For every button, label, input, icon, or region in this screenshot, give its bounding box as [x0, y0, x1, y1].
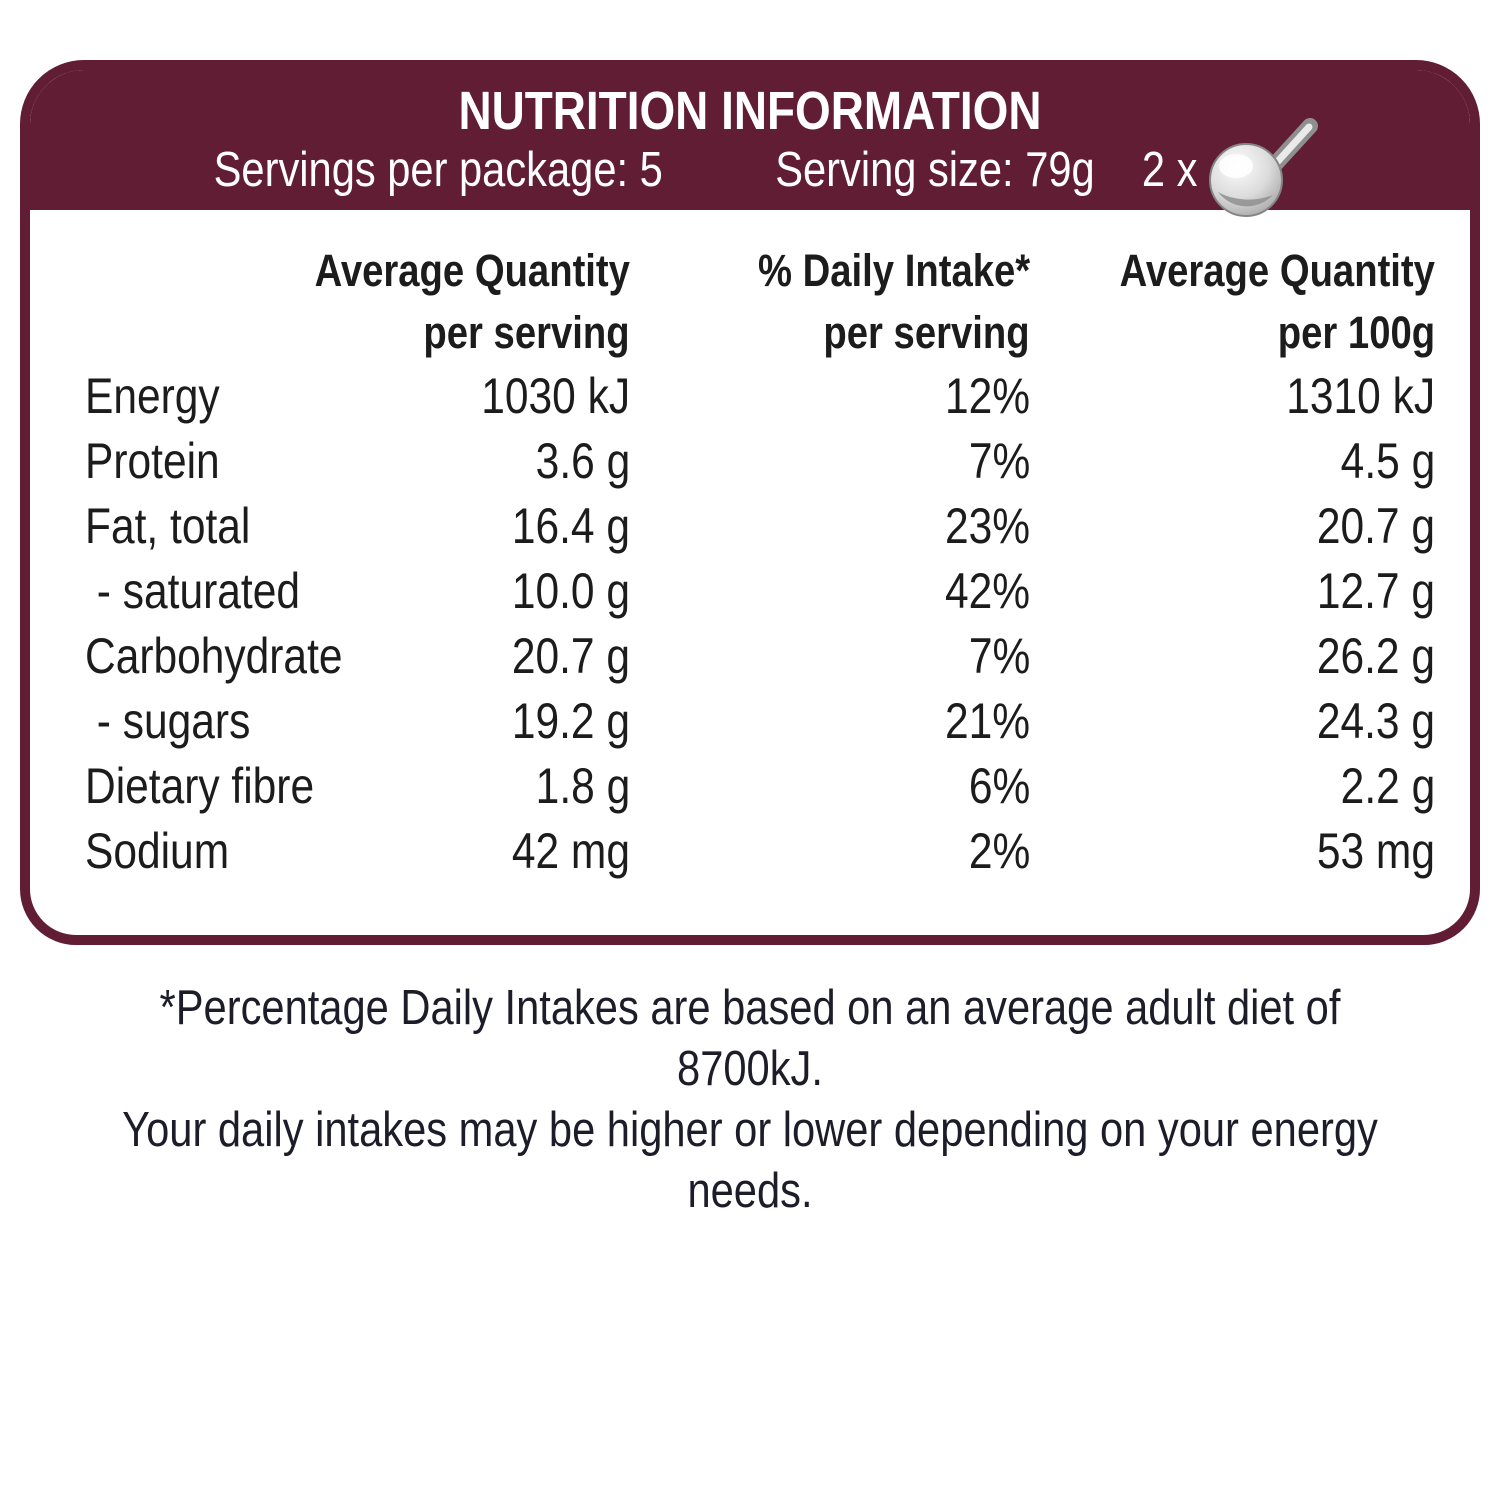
row-per-serving: 16.4 g [511, 498, 630, 554]
table-row: - saturated 10.0 g 42% 12.7 g [85, 559, 1435, 624]
row-per-serving: 42 mg [511, 823, 630, 879]
table-row: - sugars 19.2 g 21% 24.3 g [85, 689, 1435, 754]
row-daily-intake: 12% [944, 368, 1030, 424]
row-per-serving: 20.7 g [511, 628, 630, 684]
col-header-per-serving: Average Quantity per serving [314, 245, 630, 358]
nutrition-panel: NUTRITION INFORMATION Servings per packa… [20, 60, 1480, 945]
row-label: - sugars [85, 693, 251, 749]
daily-intake-footnote: *Percentage Daily Intakes are based on a… [0, 978, 1500, 1222]
table-row: Dietary fibre 1.8 g 6% 2.2 g [85, 754, 1435, 819]
row-per-100g: 24.3 g [1316, 693, 1435, 749]
row-label: Sodium [85, 823, 230, 879]
row-daily-intake: 42% [944, 563, 1030, 619]
row-per-100g: 4.5 g [1340, 433, 1435, 489]
row-per-100g: 1310 kJ [1286, 368, 1435, 424]
row-label: Protein [85, 433, 220, 489]
row-label: - saturated [85, 563, 300, 619]
row-daily-intake: 23% [944, 498, 1030, 554]
row-label: Energy [85, 368, 220, 424]
row-per-100g: 53 mg [1316, 823, 1435, 879]
row-label: Carbohydrate [85, 628, 343, 684]
panel-title-text: NUTRITION INFORMATION [458, 81, 1042, 141]
panel-title: NUTRITION INFORMATION [407, 82, 1093, 140]
table-row: Sodium 42 mg 2% 53 mg [85, 819, 1435, 884]
row-per-100g: 12.7 g [1316, 563, 1435, 619]
table-row: Fat, total 16.4 g 23% 20.7 g [85, 494, 1435, 559]
serving-size: Serving size: 79g [775, 143, 1095, 197]
table-row: Carbohydrate 20.7 g 7% 26.2 g [85, 624, 1435, 689]
footnote-line-1: *Percentage Daily Intakes are based on a… [159, 981, 1341, 1096]
table-row: Energy 1030 kJ 12% 1310 kJ [85, 364, 1435, 429]
row-per-serving: 19.2 g [511, 693, 630, 749]
table-header-row: Average Quantity per serving % Daily Int… [85, 240, 1435, 364]
spoon-icon [1209, 118, 1319, 217]
row-per-serving: 3.6 g [535, 433, 630, 489]
serving-multiplier: 2 x [1141, 143, 1198, 197]
row-per-serving: 10.0 g [511, 563, 630, 619]
panel-header: NUTRITION INFORMATION Servings per packa… [30, 70, 1470, 217]
nutrition-table: Average Quantity per serving % Daily Int… [30, 210, 1470, 884]
col-header-per-100g: Average Quantity per 100g [1119, 245, 1435, 358]
row-daily-intake: 6% [968, 758, 1030, 814]
row-daily-intake: 7% [968, 628, 1030, 684]
row-per-100g: 20.7 g [1316, 498, 1435, 554]
serving-line: Servings per package: 5 Serving size: 79… [174, 118, 1327, 217]
row-label: Fat, total [85, 498, 251, 554]
col-header-daily-intake: % Daily Intake* per serving [757, 245, 1030, 358]
footnote-line-2: Your daily intakes may be higher or lowe… [122, 1103, 1378, 1218]
row-per-serving: 1.8 g [535, 758, 630, 814]
row-label: Dietary fibre [85, 758, 315, 814]
row-per-serving: 1030 kJ [481, 368, 630, 424]
row-per-100g: 26.2 g [1316, 628, 1435, 684]
servings-per-package: Servings per package: 5 [213, 143, 663, 197]
row-daily-intake: 7% [968, 433, 1030, 489]
row-per-100g: 2.2 g [1340, 758, 1435, 814]
table-row: Protein 3.6 g 7% 4.5 g [85, 429, 1435, 494]
row-daily-intake: 21% [944, 693, 1030, 749]
row-daily-intake: 2% [968, 823, 1030, 879]
